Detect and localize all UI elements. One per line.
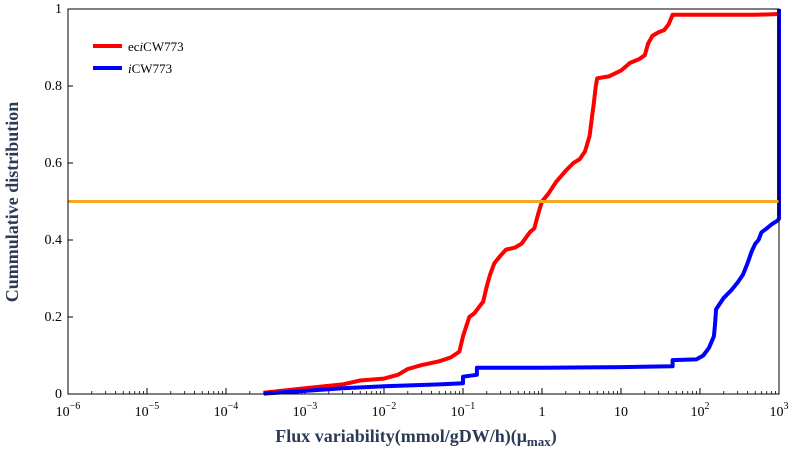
plot-frame: [67, 8, 780, 395]
x-tick-label: 102: [691, 401, 710, 420]
y-tick-label: 1: [55, 2, 62, 17]
y-axis-title: Cummulative distribution: [2, 102, 22, 303]
legend-label-ecicw773: eciCW773: [128, 39, 184, 54]
y-tick-label: 0.6: [45, 156, 63, 171]
y-tick-label: 0.2: [45, 310, 63, 325]
legend-label-icw773: iCW773: [128, 61, 172, 76]
x-axis-title: Flux variability(mmol/gDW/h)(μmax): [275, 426, 557, 449]
x-tick-label: 103: [770, 401, 789, 420]
x-tick-label: 10−6: [56, 401, 81, 420]
x-tick-label: 10−5: [135, 401, 160, 420]
x-tick-label: 10−3: [293, 401, 318, 420]
series-line-ecicw773: [263, 9, 781, 395]
x-tick-label: 10−1: [451, 401, 476, 420]
x-tick-label: 10−4: [214, 401, 239, 420]
y-axis-ticks: 0 0.2 0.4 0.6 0.8 1: [45, 2, 73, 402]
x-axis-ticks: 10−6 10−5 10−4 10−3 10−2 10−1 1 10 102 103: [56, 388, 789, 420]
x-tick-label: 10−2: [372, 401, 397, 420]
x-tick-label: 10: [614, 405, 628, 420]
y-tick-label: 0.4: [45, 233, 63, 248]
series-line-icw773: [263, 9, 781, 396]
y-tick-label: 0.8: [45, 79, 63, 94]
legend: eciCW773 iCW773: [93, 39, 184, 76]
x-tick-label: 1: [539, 405, 546, 420]
series-layer: [263, 9, 781, 396]
y-tick-label: 0: [55, 387, 62, 402]
